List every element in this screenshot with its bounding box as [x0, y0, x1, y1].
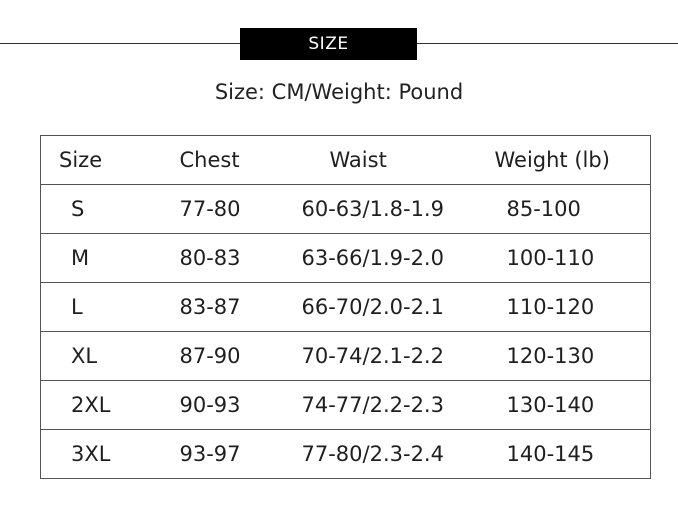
header-size: Size: [40, 135, 149, 185]
cell-chest: 90-93: [148, 380, 279, 430]
cell-size: L: [40, 282, 149, 332]
table-row: S 77-80 60-63/1.8-1.9 85-100: [40, 184, 651, 234]
cell-waist: 77-80/2.3-2.4: [278, 429, 481, 479]
cell-waist: 63-66/1.9-2.0: [278, 233, 481, 283]
table-row: 2XL 90-93 74-77/2.2-2.3 130-140: [40, 380, 651, 430]
cell-chest: 83-87: [148, 282, 279, 332]
size-chart-table: Size Chest Waist Weight (lb) S 77-80 60-…: [40, 135, 651, 479]
cell-chest: 87-90: [148, 331, 279, 381]
cell-size: 2XL: [40, 380, 149, 430]
cell-weight: 85-100: [480, 184, 651, 234]
cell-size: M: [40, 233, 149, 283]
header-waist: Waist: [278, 135, 481, 185]
table-row: 3XL 93-97 77-80/2.3-2.4 140-145: [40, 429, 651, 479]
cell-chest: 93-97: [148, 429, 279, 479]
cell-weight: 140-145: [480, 429, 651, 479]
cell-weight: 110-120: [480, 282, 651, 332]
units-subtitle: Size: CM/Weight: Pound: [214, 80, 464, 104]
divider-left: [0, 43, 240, 44]
cell-size: XL: [40, 331, 149, 381]
table-row: M 80-83 63-66/1.9-2.0 100-110: [40, 233, 651, 283]
size-banner: SIZE: [240, 28, 417, 60]
cell-size: S: [40, 184, 149, 234]
cell-waist: 60-63/1.8-1.9: [278, 184, 481, 234]
cell-weight: 130-140: [480, 380, 651, 430]
table-row: L 83-87 66-70/2.0-2.1 110-120: [40, 282, 651, 332]
cell-chest: 80-83: [148, 233, 279, 283]
header-chest: Chest: [148, 135, 279, 185]
cell-waist: 70-74/2.1-2.2: [278, 331, 481, 381]
table-row: XL 87-90 70-74/2.1-2.2 120-130: [40, 331, 651, 381]
cell-weight: 100-110: [480, 233, 651, 283]
cell-weight: 120-130: [480, 331, 651, 381]
cell-waist: 66-70/2.0-2.1: [278, 282, 481, 332]
cell-waist: 74-77/2.2-2.3: [278, 380, 481, 430]
table-header-row: Size Chest Waist Weight (lb): [40, 135, 651, 185]
header-weight: Weight (lb): [480, 135, 651, 185]
divider-right: [417, 43, 678, 44]
cell-size: 3XL: [40, 429, 149, 479]
cell-chest: 77-80: [148, 184, 279, 234]
